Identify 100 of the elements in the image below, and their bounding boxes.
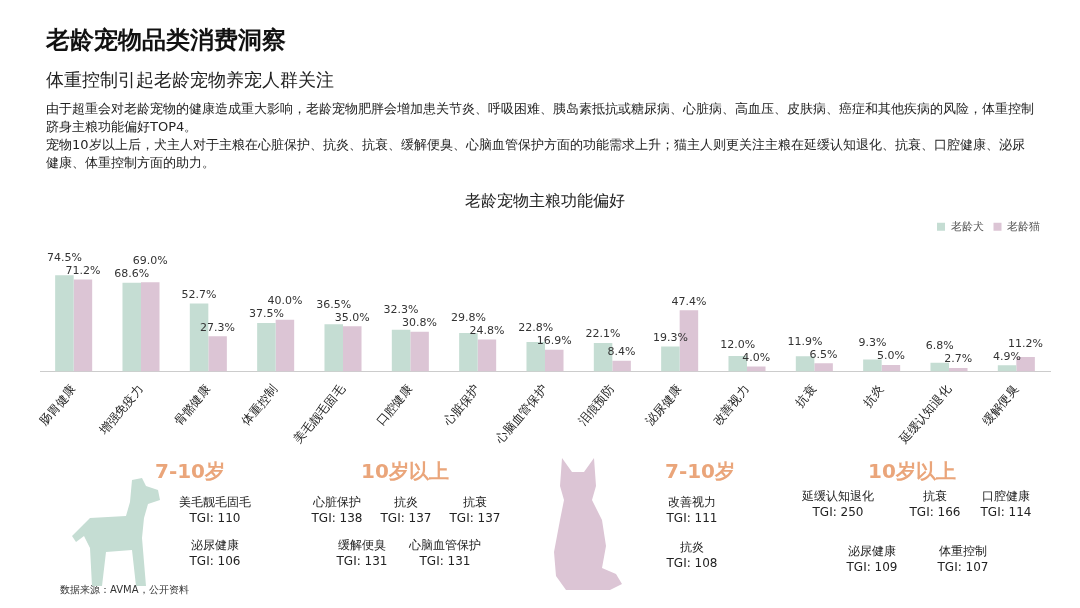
text: 由于超重会对老龄宠物的健康造成重大影响，老龄宠物肥胖会增加患关节炎、呼吸困难、胰岛素抵抗或糖尿病、心脏病、高血压、皮肤病、癌症和其他疾病的风险，体重控制跻身主粮功能偏好TOP4。 [46, 100, 1035, 136]
data-label: 24.8% [469, 323, 505, 337]
bar [863, 359, 882, 372]
text: 心脏保护 [313, 495, 361, 509]
bar [343, 326, 362, 372]
data-label: 16.9% [536, 334, 572, 348]
x-tick-label: 口腔健康 [373, 382, 416, 428]
data-label: 30.8% [402, 316, 438, 330]
x-tick-label: 改善视力 [710, 382, 752, 428]
bar [477, 339, 497, 372]
bar [257, 323, 276, 372]
bar [275, 319, 295, 372]
data-label: 19.3% [652, 330, 688, 344]
data-label: 68.6% [114, 267, 150, 281]
text: 10岁以上 [360, 458, 450, 485]
text: 抗衰 [463, 495, 487, 509]
bar [881, 365, 901, 372]
bar [526, 342, 545, 372]
x-tick-label: 心脑血管保护 [492, 382, 550, 448]
data-label: 8.4% [607, 345, 636, 359]
bar [997, 365, 1017, 372]
text: TGI: 111 [665, 511, 719, 525]
text: 口腔健康 [982, 489, 1030, 503]
data-label: 6.8% [925, 339, 954, 353]
data-label: 52.7% [181, 287, 217, 301]
x-tick-label: 骨骼健康 [171, 382, 214, 428]
x-tick-label: 抗炎 [860, 382, 887, 410]
bar [324, 324, 343, 372]
x-tick-label: 美毛靓毛固毛 [290, 382, 348, 447]
text: 改善视力 [667, 494, 717, 511]
text: 宠物10岁以上后，犬主人对于主粮在心脏保护、抗炎、抗衰、缓解便臭、心脑血管保护方面的功能需求上升；猫主人则更关注主粮在延缓认知退化、抗衰、口腔健康、泌尿健康、体重控制方面的助力。 [46, 136, 1026, 172]
data-label: 22.1% [585, 327, 621, 341]
text: TGI: 106 [188, 554, 242, 568]
bar [141, 282, 160, 372]
text: 美毛靓毛固毛 [178, 494, 252, 511]
data-label: 2.7% [944, 352, 973, 366]
bar [208, 336, 227, 372]
data-label: 4.0% [742, 350, 771, 364]
legend-label: 老龄猫 [1007, 219, 1040, 233]
data-label: 47.4% [671, 294, 707, 308]
data-label: 40.0% [267, 294, 303, 308]
text: 抗炎 [394, 495, 418, 509]
text: 抗炎 [679, 539, 705, 556]
data-label: 9.3% [858, 336, 887, 350]
x-tick-label: 泪痕预防 [575, 382, 618, 428]
text: TGI: 166 [909, 505, 961, 519]
x-tick-label: 抗衰 [792, 382, 820, 410]
bar [612, 360, 631, 372]
data-label: 35.0% [334, 310, 370, 324]
text: 10岁以上 [867, 458, 957, 485]
text: TGI: 137 [449, 511, 501, 525]
bar [73, 279, 93, 372]
text: 泌尿健康 [190, 537, 240, 554]
text: 抗衰 [923, 489, 947, 503]
data-label: 22.8% [518, 321, 554, 335]
text: TGI: 138 [311, 511, 363, 525]
data-label: 11.2% [1008, 336, 1044, 350]
text: TGI: 110 [188, 511, 242, 525]
text: 延缓认知退化 [801, 488, 875, 505]
text: TGI: 114 [980, 505, 1032, 519]
bar [661, 346, 680, 372]
data-label: 27.3% [200, 320, 236, 334]
data-label: 71.2% [65, 263, 101, 277]
text: TGI: 109 [846, 560, 898, 574]
text: 缓解便臭 [338, 538, 386, 552]
data-label: 6.5% [809, 347, 838, 361]
text: 泌尿健康 [848, 544, 896, 558]
x-tick-label: 延缓认知退化 [896, 382, 954, 448]
x-tick-label: 增强免疫力 [95, 382, 146, 438]
text: 心脑血管保护 [409, 538, 481, 552]
data-label: 4.9% [993, 349, 1022, 363]
bar [814, 363, 833, 372]
data-label: 11.9% [787, 334, 823, 348]
text: TGI: 250 [812, 505, 864, 519]
bar [391, 329, 411, 372]
data-label: 12.0% [720, 337, 756, 351]
x-tick-label: 肠胃健康 [36, 382, 79, 428]
bar [122, 282, 141, 372]
x-tick-label: 体重控制 [238, 382, 281, 428]
bar [410, 331, 429, 372]
bar [55, 275, 74, 372]
bar [930, 362, 949, 372]
legend-label: 老龄犬 [950, 219, 984, 233]
x-tick-label: 缓解便臭 [979, 382, 1022, 428]
text: TGI: 131 [419, 554, 471, 568]
data-label: 36.5% [316, 297, 352, 311]
chart-title: 老龄宠物主粮功能偏好 [465, 190, 625, 210]
text: 7-10岁 [153, 458, 227, 485]
text: 老龄宠物品类消费洞察 [46, 25, 286, 56]
x-tick-label: 心脏保护 [440, 382, 483, 429]
bar [459, 333, 478, 372]
text: TGI: 107 [937, 560, 989, 574]
bar [747, 366, 766, 372]
x-tick-label: 泌尿健康 [642, 382, 685, 428]
text: 体重控制 [939, 544, 987, 558]
data-label: 37.5% [248, 307, 284, 321]
data-label: 74.5% [46, 250, 82, 264]
text: TGI: 131 [336, 554, 388, 568]
data-label: 29.8% [450, 310, 486, 324]
text: TGI: 108 [665, 556, 719, 570]
